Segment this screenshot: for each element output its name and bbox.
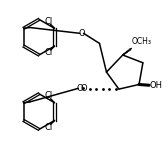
- Text: Cl: Cl: [45, 17, 53, 26]
- Text: Cl: Cl: [45, 123, 53, 132]
- Text: O: O: [81, 84, 87, 93]
- Text: O: O: [78, 29, 85, 38]
- Text: Cl: Cl: [45, 49, 53, 58]
- Text: Cl: Cl: [45, 91, 53, 100]
- Text: OCH₃: OCH₃: [132, 38, 152, 46]
- Text: OH: OH: [150, 81, 163, 90]
- Text: O: O: [77, 84, 83, 93]
